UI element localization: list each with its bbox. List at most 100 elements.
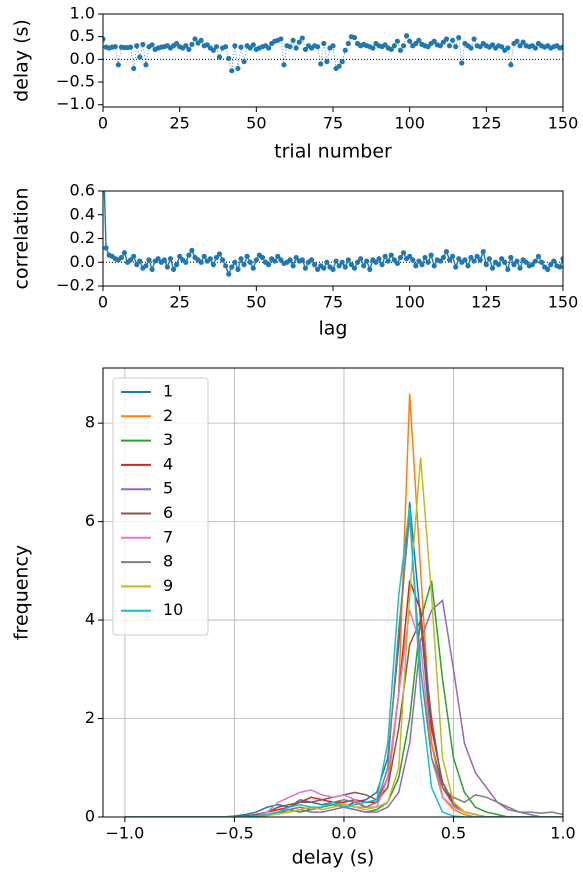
x-tick-label: 50 xyxy=(246,114,266,133)
point xyxy=(134,43,140,49)
legend-label: 5 xyxy=(163,479,173,498)
point xyxy=(499,44,505,50)
point xyxy=(502,259,508,265)
y-tick-label: 4 xyxy=(85,610,95,629)
point xyxy=(318,61,324,67)
point xyxy=(131,65,137,72)
point xyxy=(137,54,143,60)
point xyxy=(443,36,450,42)
point xyxy=(505,266,511,272)
point xyxy=(480,248,486,255)
x-axis-label: lag xyxy=(319,318,348,340)
point xyxy=(465,263,471,269)
point xyxy=(419,262,425,268)
point xyxy=(177,253,183,259)
point xyxy=(379,262,385,268)
legend-label: 1 xyxy=(163,382,173,401)
x-tick-label: 25 xyxy=(169,114,189,133)
point xyxy=(287,257,293,263)
point xyxy=(499,256,505,262)
point xyxy=(391,43,397,49)
density-line xyxy=(124,516,563,817)
point xyxy=(514,38,520,44)
point xyxy=(535,253,542,259)
x-tick-label: −1.0 xyxy=(105,824,144,843)
point xyxy=(299,35,305,41)
point xyxy=(290,37,296,43)
point xyxy=(315,44,321,50)
connector-line xyxy=(103,34,563,71)
point xyxy=(253,257,259,263)
point xyxy=(345,40,351,47)
point xyxy=(149,266,155,272)
point xyxy=(330,43,336,49)
point xyxy=(437,258,443,264)
point xyxy=(468,254,474,261)
point xyxy=(486,256,492,262)
point xyxy=(146,257,152,263)
point xyxy=(315,266,321,272)
point xyxy=(529,262,535,268)
point xyxy=(164,264,170,270)
point xyxy=(186,46,192,52)
point xyxy=(247,259,253,265)
point xyxy=(103,245,109,251)
point xyxy=(336,63,342,69)
x-tick-label: 100 xyxy=(394,293,425,312)
point xyxy=(244,253,250,259)
point xyxy=(302,46,308,52)
x-tick-label: 150 xyxy=(548,114,579,133)
point xyxy=(397,47,404,53)
point xyxy=(364,258,370,264)
point xyxy=(223,44,229,50)
point xyxy=(278,257,284,263)
point xyxy=(210,262,216,268)
y-axis-label: correlation xyxy=(11,188,33,290)
point xyxy=(367,266,373,272)
point xyxy=(216,54,223,60)
point xyxy=(167,256,174,262)
point xyxy=(422,254,428,261)
x-tick-label: 0 xyxy=(98,114,108,133)
point xyxy=(523,259,529,265)
y-tick-label: 0.6 xyxy=(70,181,95,200)
legend-label: 8 xyxy=(163,552,173,571)
point xyxy=(220,257,226,263)
point xyxy=(299,257,305,263)
point xyxy=(198,37,204,43)
axes-frame xyxy=(102,13,564,108)
point xyxy=(431,263,437,269)
point xyxy=(229,264,235,270)
legend-label: 4 xyxy=(163,454,173,473)
point xyxy=(131,253,137,259)
point xyxy=(278,36,284,42)
point xyxy=(462,257,468,263)
legend-label: 2 xyxy=(163,406,173,425)
point xyxy=(235,65,241,72)
point xyxy=(241,262,247,268)
point xyxy=(348,262,354,268)
point xyxy=(425,259,431,265)
point xyxy=(293,45,299,51)
point xyxy=(410,257,416,263)
point xyxy=(468,45,474,51)
point xyxy=(339,59,345,65)
point xyxy=(312,262,318,268)
point xyxy=(456,34,462,41)
point xyxy=(290,263,296,269)
y-tick-label: 0.0 xyxy=(70,252,95,271)
point xyxy=(336,263,342,269)
point xyxy=(232,43,238,49)
point xyxy=(345,257,351,263)
point xyxy=(413,263,419,269)
point xyxy=(532,258,539,264)
point xyxy=(128,257,134,263)
axes-frame xyxy=(102,190,564,287)
x-tick-label: 0 xyxy=(98,293,108,312)
point xyxy=(259,254,266,261)
point xyxy=(508,254,514,261)
point xyxy=(548,262,554,268)
point xyxy=(560,44,563,50)
point xyxy=(207,256,213,262)
